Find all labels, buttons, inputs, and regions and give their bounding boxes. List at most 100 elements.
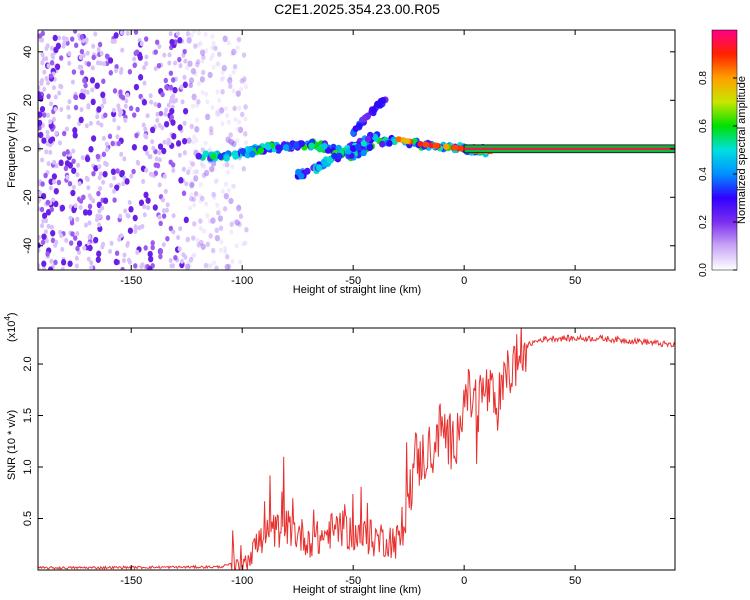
spectrum-main-branch-point <box>360 149 367 157</box>
spectrum-noise-point <box>223 245 228 251</box>
spectrum-noise-point <box>137 54 143 61</box>
snr-y-ticklabel: 0.5 <box>22 511 34 526</box>
spectrum-noise-point <box>68 215 73 221</box>
spectrum-noise-point <box>178 226 183 232</box>
spectrum-noise-point <box>67 51 72 57</box>
spectrum-noise-point <box>133 224 138 230</box>
spectrum-noise-point <box>74 42 79 49</box>
spectrum-noise-point <box>119 233 124 239</box>
spectrum-noise-point <box>192 96 197 102</box>
spectrum-noise-point <box>61 35 66 41</box>
spectrum-noise-point <box>219 77 224 82</box>
spectrum-noise-point <box>102 61 107 67</box>
spectrum-noise-point <box>200 163 204 168</box>
spectrum-noise-point <box>150 139 155 145</box>
spectrum-main-branch-point <box>210 152 217 160</box>
spectrum-noise-point <box>84 123 89 129</box>
spectrum-noise-point <box>110 39 115 44</box>
spectrum-noise-point <box>86 104 91 110</box>
spectrum-noise-point <box>208 125 214 132</box>
spectrum-noise-point <box>222 35 228 43</box>
spectrum-noise-point <box>164 120 170 128</box>
spectrum-noise-point <box>38 263 41 269</box>
spectrum-noise-point <box>72 127 78 134</box>
spectrum-noise-point <box>161 208 166 214</box>
spectrum-noise-point <box>61 259 67 266</box>
snr-x-ticklabel: -50 <box>345 575 361 587</box>
spectrum-noise-point <box>143 133 148 139</box>
spectrum-noise-point <box>231 140 237 148</box>
spectrum-noise-point <box>46 112 51 118</box>
spectrum-lower-branch-point <box>354 143 362 151</box>
spectrum-noise-point <box>166 102 171 108</box>
spectrum-noise-point <box>51 116 56 122</box>
spectrum-noise-point <box>88 120 93 126</box>
spectrum-noise-point <box>73 203 78 209</box>
snr-xlabel: Height of straight line (km) <box>293 584 421 596</box>
spectrum-noise-point <box>171 229 176 235</box>
spectrum-noise-point <box>203 31 208 37</box>
spectrum-noise-point <box>90 87 95 93</box>
spectrum-noise-point <box>91 135 97 142</box>
spectrum-noise-point <box>213 45 218 52</box>
snr-x-ticklabel: 0 <box>461 575 467 587</box>
spectrum-noise-point <box>195 237 200 243</box>
spectrum-noise-point <box>48 137 54 144</box>
spectrum-noise-point <box>212 192 217 198</box>
spectrum-main-branch-point <box>257 147 265 155</box>
spectrum-noise-point <box>220 70 225 75</box>
spectrum-noise-point <box>198 226 203 231</box>
spectrum-noise-point <box>44 149 49 155</box>
spectrum-main-branch-point <box>293 141 300 149</box>
spectrum-noise-point <box>109 240 114 246</box>
spectrum-noise-point <box>155 117 160 123</box>
spectrum-noise-point <box>211 191 216 198</box>
spectrum-noise-point <box>61 43 66 49</box>
spectrum-noise-point <box>211 166 216 172</box>
spectrum-noise-point <box>239 86 244 92</box>
spectrum-noise-point <box>228 74 233 80</box>
spectrum-noise-point <box>232 105 237 112</box>
spectrum-noise-point <box>150 172 155 178</box>
spectrum-noise-point <box>93 236 99 244</box>
spectrum-noise-point <box>74 255 79 261</box>
spectrum-noise-point <box>38 119 43 127</box>
spectrum-noise-point <box>42 69 47 75</box>
spectrum-noise-point <box>121 181 126 187</box>
spectrum-noise-point <box>51 197 56 203</box>
spectrum-noise-point <box>188 82 194 89</box>
spectrum-noise-point <box>55 63 61 71</box>
spectrum-noise-point <box>91 170 96 177</box>
spectrum-noise-point <box>162 139 167 145</box>
spectrum-noise-point <box>171 263 175 269</box>
spectrum-noise-point <box>212 260 217 266</box>
spectrum-noise-point <box>116 140 122 147</box>
spectrum-noise-point <box>163 77 168 84</box>
spectrum-noise-point <box>188 82 193 88</box>
spectrum-main-branch-point <box>265 143 272 151</box>
spectrum-noise-point <box>153 66 158 72</box>
spectrum-noise-point <box>188 205 192 211</box>
spectrum-main-branch-point <box>195 152 202 160</box>
spectrum-noise-point <box>58 140 62 146</box>
spectrum-noise-point <box>233 117 238 123</box>
spectrum-noise-point <box>95 114 100 120</box>
spectrum-noise-point <box>71 148 76 154</box>
spectrum-noise-point <box>228 197 234 205</box>
spectrum-noise-point <box>40 223 44 229</box>
spectrum-noise-point <box>196 242 201 248</box>
spectrum-main-branch-point <box>217 153 224 161</box>
spectrum-noise-point <box>226 40 231 46</box>
spectrum-lower-branch-point <box>326 156 333 164</box>
spectrum-noise-point <box>87 234 92 240</box>
spectrum-noise-point <box>124 178 130 185</box>
spectrum-noise-point <box>97 175 102 181</box>
spectrum-noise-point <box>140 262 145 268</box>
spectrum-noise-point <box>86 61 92 67</box>
spectrum-noise-point <box>219 107 225 114</box>
spectrum-lower-branch-point <box>316 164 323 172</box>
spectrum-upper-branch-point <box>377 98 384 106</box>
spectrum-noise-point <box>241 52 247 58</box>
spectrum-noise-point <box>38 247 41 253</box>
snr-y-ticklabel: 2.0 <box>22 356 34 371</box>
